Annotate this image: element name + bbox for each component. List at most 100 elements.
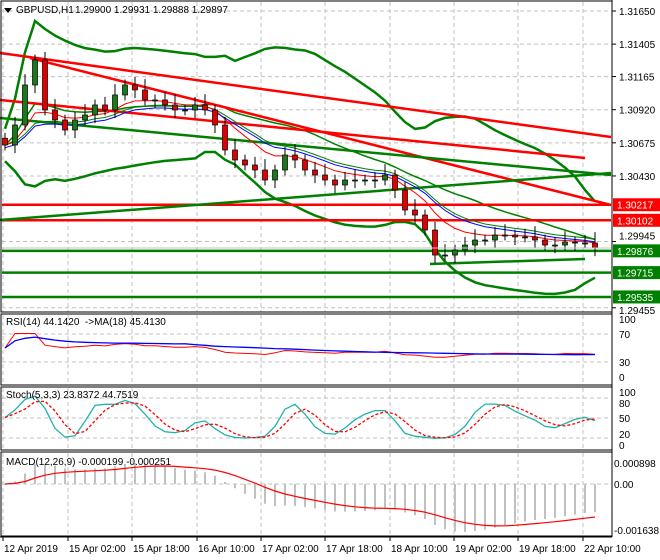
ohlc-label: 1.29900 1.29931 1.29888 1.29897 <box>75 5 228 16</box>
candle-bull <box>152 99 158 102</box>
macd-histogram-bar <box>74 469 76 484</box>
macd-histogram-bar <box>24 473 26 484</box>
rsi-tick-label: 100 <box>619 315 636 326</box>
candle-bear <box>132 84 138 91</box>
macd-title: MACD(12,26,9) -0.000199 -0.000251 <box>6 457 172 468</box>
macd-histogram-bar <box>454 484 456 532</box>
macd-histogram-bar <box>464 484 466 532</box>
rsi-ma-line <box>4 336 595 356</box>
macd-histogram-bar <box>364 484 366 512</box>
macd-tick-label: 0.00 <box>614 480 634 491</box>
macd-histogram-bar <box>524 484 526 522</box>
level-price-box <box>613 266 660 280</box>
macd-histogram-bar <box>104 468 106 484</box>
macd-histogram-bar <box>544 484 546 519</box>
candle-bull <box>382 174 388 181</box>
stoch-tick-label: 80 <box>619 399 631 410</box>
level-price-label: 1.29876 <box>617 247 654 258</box>
candle-bear <box>102 104 108 111</box>
candle-bear <box>262 169 268 181</box>
candle-bull <box>112 94 118 111</box>
candle-bull <box>342 179 348 186</box>
macd-histogram-bar <box>284 484 286 506</box>
candle-bear <box>292 154 298 161</box>
stochastic-pane[interactable] <box>4 395 596 439</box>
macd-histogram-bar <box>444 484 446 530</box>
rsi-tick-label: 0 <box>619 373 625 384</box>
macd-pane[interactable] <box>4 462 596 532</box>
macd-histogram-bar <box>44 464 46 484</box>
candle-bull <box>92 104 98 116</box>
candle-bear <box>222 124 228 151</box>
macd-histogram-bar <box>394 484 396 510</box>
candle-bull <box>352 179 358 182</box>
stoch-tick-label: 50 <box>619 414 631 425</box>
price-tick-label: 1.31165 <box>619 73 655 84</box>
candle-bull <box>472 239 478 246</box>
macd-histogram-bar <box>84 469 86 484</box>
price-pane[interactable] <box>0 18 612 299</box>
macd-histogram-bar <box>184 469 186 484</box>
candle-bear <box>302 159 308 171</box>
price-tick-label: 1.31405 <box>619 40 656 51</box>
candle-bull <box>272 169 278 181</box>
trendline-support <box>0 116 612 177</box>
candle-bear <box>232 149 238 161</box>
macd-histogram-bar <box>494 484 496 528</box>
candle-bear <box>142 89 148 101</box>
candle-bull <box>32 59 38 86</box>
candle-bear <box>242 159 248 166</box>
macd-histogram-bar <box>164 465 166 484</box>
stoch-title: Stoch(5,3,3) 23.8372 44.7519 <box>6 390 139 401</box>
candle-bear <box>52 109 58 121</box>
macd-histogram-bar <box>574 484 576 515</box>
macd-histogram-bar <box>354 484 356 512</box>
level-price-box <box>613 198 660 212</box>
bollinger-upper-band <box>3 18 596 203</box>
price-tick-label: 1.31650 <box>619 7 656 18</box>
stoch-tick-label: 20 <box>619 430 631 441</box>
trendline-resistance <box>0 51 612 139</box>
stoch-main-line <box>4 395 596 439</box>
rsi-line <box>4 333 596 358</box>
macd-histogram-bar <box>14 481 16 484</box>
trendline-support <box>0 171 612 222</box>
price-tick-label: 1.30675 <box>619 139 656 150</box>
candle-bull <box>82 114 88 121</box>
rsi-pane[interactable] <box>4 333 596 358</box>
macd-histogram-bar <box>344 484 346 512</box>
triangle-down-icon[interactable] <box>4 8 12 13</box>
time-tick-label: 19 Apr 18:00 <box>519 544 576 555</box>
macd-histogram-bar <box>194 470 196 484</box>
stoch-tick-label: 100 <box>619 388 636 399</box>
macd-histogram-bar <box>404 484 406 513</box>
macd-histogram-bar <box>584 484 586 514</box>
macd-histogram-bar <box>254 484 256 499</box>
level-price-box <box>613 244 660 258</box>
bollinger-lower-band <box>4 150 596 296</box>
rsi-tick-label: 70 <box>619 330 631 341</box>
candle-bear <box>422 214 428 231</box>
time-tick-label: 16 Apr 10:00 <box>198 544 255 555</box>
macd-histogram-bar <box>384 484 386 509</box>
macd-tick-label: 0.000898 <box>614 459 656 470</box>
macd-histogram-bar <box>94 468 96 484</box>
candle-bear <box>252 164 258 171</box>
time-tick-label: 17 Apr 02:00 <box>262 544 319 555</box>
candle-bear <box>392 174 398 191</box>
macd-histogram-bar <box>204 472 206 484</box>
candle-bull <box>492 234 498 241</box>
macd-tick-label: -0.001638 <box>614 526 659 537</box>
macd-histogram-bar <box>4 484 6 485</box>
candle-bull <box>502 234 508 237</box>
candle-bear <box>42 59 48 111</box>
rsi-tick-label: 30 <box>619 358 631 369</box>
candle-bull <box>122 84 128 96</box>
macd-histogram-bar <box>314 484 316 509</box>
level-price-label: 1.29715 <box>617 269 654 280</box>
candle-bull <box>552 244 558 247</box>
trendline-support <box>429 257 586 266</box>
